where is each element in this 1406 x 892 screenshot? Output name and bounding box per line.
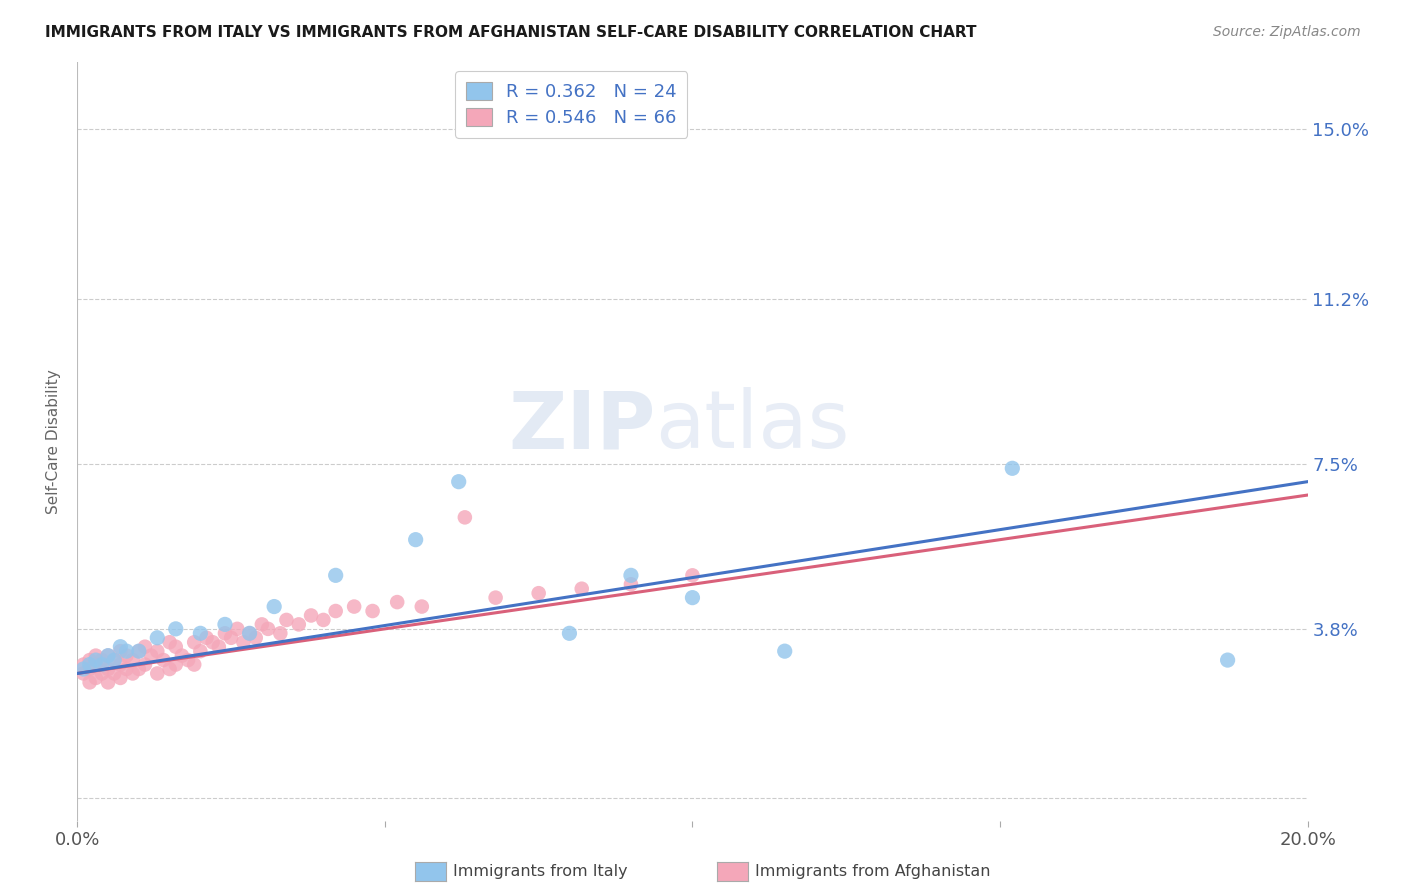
Point (682, 591, 704, 605)
Point (141, 648, 163, 663)
Point (159, 662, 181, 676)
Point (682, 568, 704, 582)
Point (121, 666, 143, 681)
Point (72, 657, 94, 672)
Point (170, 648, 193, 663)
Point (165, 657, 187, 672)
Point (325, 604, 347, 618)
Point (146, 666, 169, 681)
Point (90, 666, 114, 681)
Point (195, 631, 218, 645)
Text: Source: ZipAtlas.com: Source: ZipAtlas.com (1213, 25, 1361, 39)
Point (485, 591, 508, 605)
Point (84, 648, 107, 663)
Point (79, 675, 101, 690)
Point (226, 622, 249, 636)
Point (146, 631, 169, 645)
Point (115, 662, 138, 676)
Point (97, 675, 120, 690)
Point (620, 577, 643, 591)
Point (84, 657, 107, 672)
Point (134, 657, 156, 672)
Point (385, 595, 409, 609)
Point (103, 653, 125, 667)
Point (558, 626, 581, 640)
Point (84, 671, 107, 685)
Point (214, 626, 236, 640)
Point (343, 599, 366, 614)
Point (128, 644, 150, 658)
Point (208, 640, 231, 654)
Text: Immigrants from Afghanistan: Immigrants from Afghanistan (755, 864, 990, 879)
Point (115, 648, 138, 663)
Point (245, 631, 267, 645)
Point (288, 617, 311, 632)
Point (411, 599, 433, 614)
Point (121, 653, 143, 667)
Point (84, 653, 107, 667)
Point (152, 653, 174, 667)
Point (103, 653, 125, 667)
Point (110, 657, 132, 672)
Point (183, 635, 205, 649)
Point (276, 613, 298, 627)
Point (115, 644, 138, 658)
Text: atlas: atlas (655, 387, 849, 466)
Point (188, 626, 212, 640)
Legend: R = 0.362   N = 24, R = 0.546   N = 66: R = 0.362 N = 24, R = 0.546 N = 66 (456, 71, 688, 138)
Point (201, 635, 224, 649)
Point (269, 626, 291, 640)
Point (571, 582, 593, 596)
Point (128, 662, 150, 676)
Point (165, 640, 187, 654)
Point (773, 644, 796, 658)
Text: Immigrants from Italy: Immigrants from Italy (453, 864, 627, 879)
Point (90, 653, 114, 667)
Point (214, 617, 236, 632)
Point (72, 666, 94, 681)
Point (299, 608, 322, 623)
Text: ZIP: ZIP (509, 387, 655, 466)
Point (146, 644, 169, 658)
Point (79, 657, 101, 672)
Point (188, 644, 212, 658)
Point (257, 622, 280, 636)
Point (325, 568, 347, 582)
Point (312, 613, 335, 627)
Point (527, 586, 550, 600)
Point (263, 599, 285, 614)
Point (183, 657, 205, 672)
Point (1216, 653, 1239, 667)
Point (90, 657, 114, 672)
Point (97, 648, 120, 663)
Point (134, 640, 156, 654)
Point (239, 626, 262, 640)
Point (454, 510, 477, 524)
Point (79, 653, 101, 667)
Point (128, 644, 150, 658)
Point (219, 631, 242, 645)
Point (361, 604, 384, 618)
Point (447, 475, 470, 489)
Point (72, 662, 94, 676)
Point (110, 644, 132, 658)
Point (232, 635, 254, 649)
Point (405, 533, 427, 547)
Y-axis label: Self-Care Disability: Self-Care Disability (46, 369, 62, 514)
Point (97, 662, 120, 676)
Point (250, 617, 273, 632)
Text: IMMIGRANTS FROM ITALY VS IMMIGRANTS FROM AFGHANISTAN SELF-CARE DISABILITY CORREL: IMMIGRANTS FROM ITALY VS IMMIGRANTS FROM… (45, 25, 977, 40)
Point (165, 622, 187, 636)
Point (103, 666, 125, 681)
Point (239, 626, 262, 640)
Point (110, 640, 132, 654)
Point (1001, 461, 1024, 475)
Point (620, 568, 643, 582)
Point (110, 671, 132, 685)
Point (97, 648, 120, 663)
Point (177, 653, 200, 667)
Point (79, 662, 101, 676)
Point (159, 635, 181, 649)
